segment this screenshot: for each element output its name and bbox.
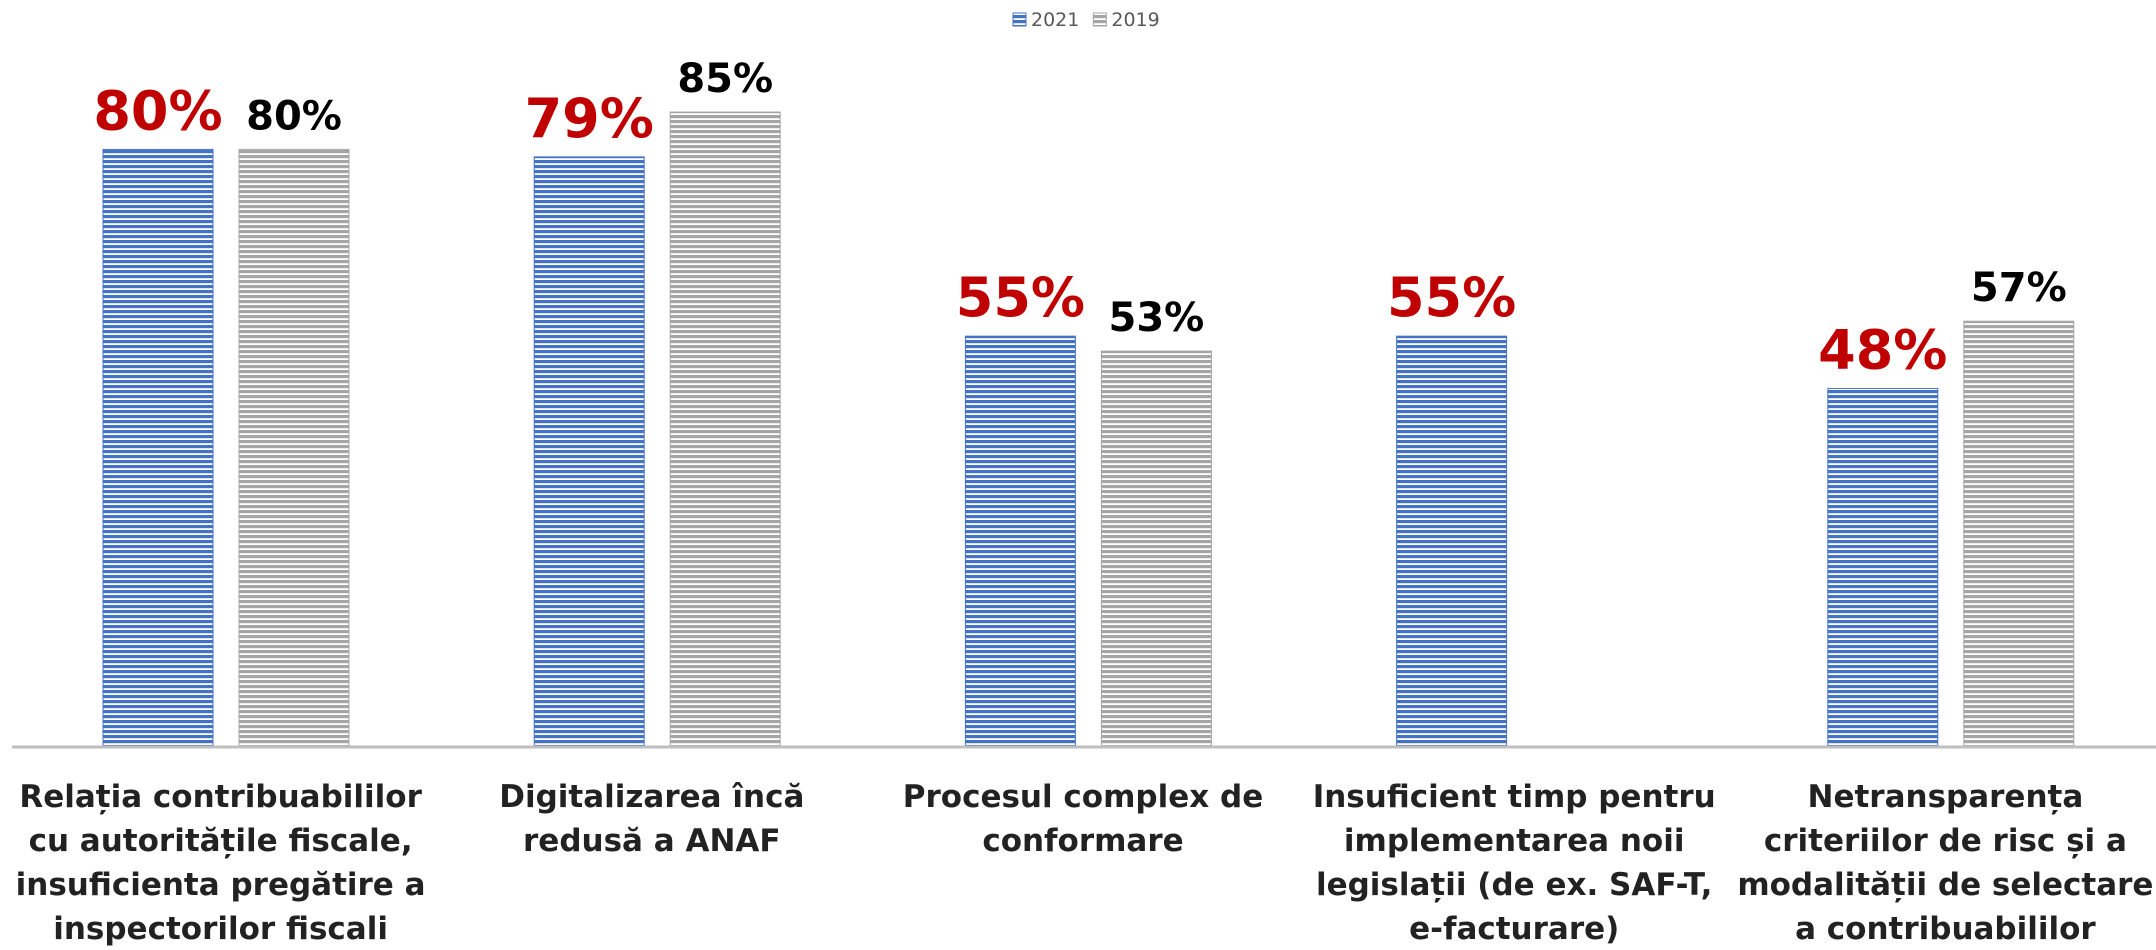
bar: [1827, 387, 1939, 748]
x-tick-label: Digitalizarea încă redusă a ANAF: [499, 779, 805, 859]
x-tick-label: Relația contribuabililor cu autoritățile…: [15, 779, 426, 947]
legend-swatch: [1012, 12, 1027, 27]
legend-swatch: [1092, 12, 1107, 27]
value-label: 57%: [1971, 265, 2067, 311]
bar: [669, 111, 781, 748]
x-tick-label: Procesul complex de conformare: [902, 779, 1264, 859]
bar: [533, 156, 645, 748]
x-tick-label: Insuficient timp pentru implementarea no…: [1312, 779, 1716, 947]
bar: [964, 335, 1076, 748]
value-label: 48%: [1818, 318, 1947, 381]
legend-label: 2021: [1031, 9, 1079, 31]
value-label: 80%: [93, 79, 222, 142]
value-label: 55%: [956, 266, 1085, 329]
bar: [238, 148, 350, 748]
value-label: 55%: [1387, 266, 1516, 329]
value-label: 85%: [677, 56, 773, 102]
value-label: 80%: [246, 93, 342, 139]
legend-label: 2019: [1111, 9, 1159, 31]
x-tick-label: Netransparența criteriilor de risc și a …: [1737, 779, 2154, 947]
bar: [1100, 350, 1212, 748]
value-label: 79%: [525, 87, 654, 150]
bar: [1396, 335, 1508, 748]
bar: [1963, 320, 2075, 748]
bar: [102, 148, 214, 748]
value-label: 53%: [1109, 295, 1205, 341]
